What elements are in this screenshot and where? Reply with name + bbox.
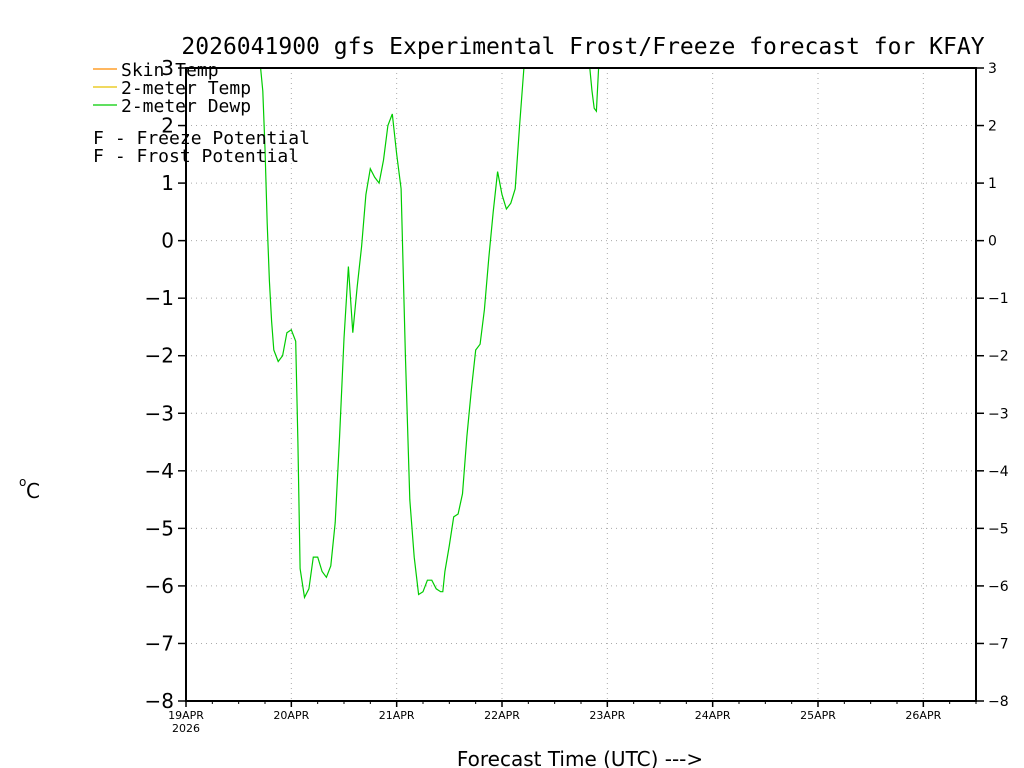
y-tick-label-right: −6 <box>988 579 1009 595</box>
x-tick-label: 24APR <box>695 709 731 722</box>
legend-label-2m-temp: 2-meter Temp <box>121 78 251 99</box>
y-tick-label-left: −2 <box>145 344 174 368</box>
y-tick-label-right: −5 <box>988 521 1009 537</box>
y-tick-label-left: 2 <box>161 114 174 138</box>
x-tick-label: 25APR <box>800 709 836 722</box>
y-tick-label-left: −3 <box>145 401 174 425</box>
x-tick-label: 20APR <box>273 709 309 722</box>
legend-label-skin-temp: Skin Temp <box>121 60 219 81</box>
legend-label-2m-dewp: 2-meter Dewp <box>121 96 251 117</box>
y-tick-label-right: −7 <box>988 636 1009 652</box>
y-tick-label-left: −6 <box>145 574 174 598</box>
x-tick-label: 19APR <box>168 709 204 722</box>
x-tick-label: 22APR <box>484 709 520 722</box>
x-tick-label: 23APR <box>589 709 625 722</box>
legend-frost-label: - Frost Potential <box>104 146 299 167</box>
y-tick-label-right: −4 <box>988 464 1009 480</box>
y-tick-label-right: 3 <box>988 61 997 77</box>
y-tick-label-left: −4 <box>145 459 174 483</box>
legend: Skin Temp 2-meter Temp 2-meter Dewp F - … <box>93 60 310 167</box>
y-tick-label-left: −5 <box>145 516 174 540</box>
y-tick-label-left: −8 <box>145 689 174 713</box>
x-tick-sublabel: 2026 <box>172 722 200 735</box>
y-tick-label-right: 0 <box>988 234 997 250</box>
y-tick-label-right: −3 <box>988 406 1009 422</box>
y-tick-label-right: 2 <box>988 119 997 135</box>
series-line-2m-dewpoint <box>589 67 600 113</box>
y-tick-label-left: 1 <box>161 171 174 195</box>
y-tick-label-right: −8 <box>988 694 1009 710</box>
y-tick-label-right: 1 <box>988 176 997 192</box>
chart-title: 2026041900 gfs Experimental Frost/Freeze… <box>181 34 984 60</box>
tick-marks <box>178 67 984 707</box>
y-tick-label-left: 0 <box>161 229 174 253</box>
y-tick-label-left: 3 <box>161 56 174 80</box>
series-lines <box>260 67 600 600</box>
x-axis-title: Forecast Time (UTC) ---> <box>457 747 703 768</box>
y-tick-label-right: −1 <box>988 291 1009 307</box>
legend-freeze-symbol: F <box>93 128 104 149</box>
legend-frost-symbol: F <box>93 146 104 167</box>
y-axis-unit: C <box>26 479 40 503</box>
x-tick-label: 26APR <box>905 709 941 722</box>
y-tick-label-left: −1 <box>145 286 174 310</box>
grid-lines <box>186 68 976 701</box>
y-axis-title: o C <box>19 475 40 503</box>
legend-freeze-label: - Freeze Potential <box>104 128 310 149</box>
y-tick-label-right: −2 <box>988 349 1009 365</box>
y-tick-label-left: −7 <box>145 631 174 655</box>
y-axis-degree-mark: o <box>19 475 26 489</box>
series-line-2m-dewpoint <box>260 67 525 600</box>
x-tick-label: 21APR <box>379 709 415 722</box>
